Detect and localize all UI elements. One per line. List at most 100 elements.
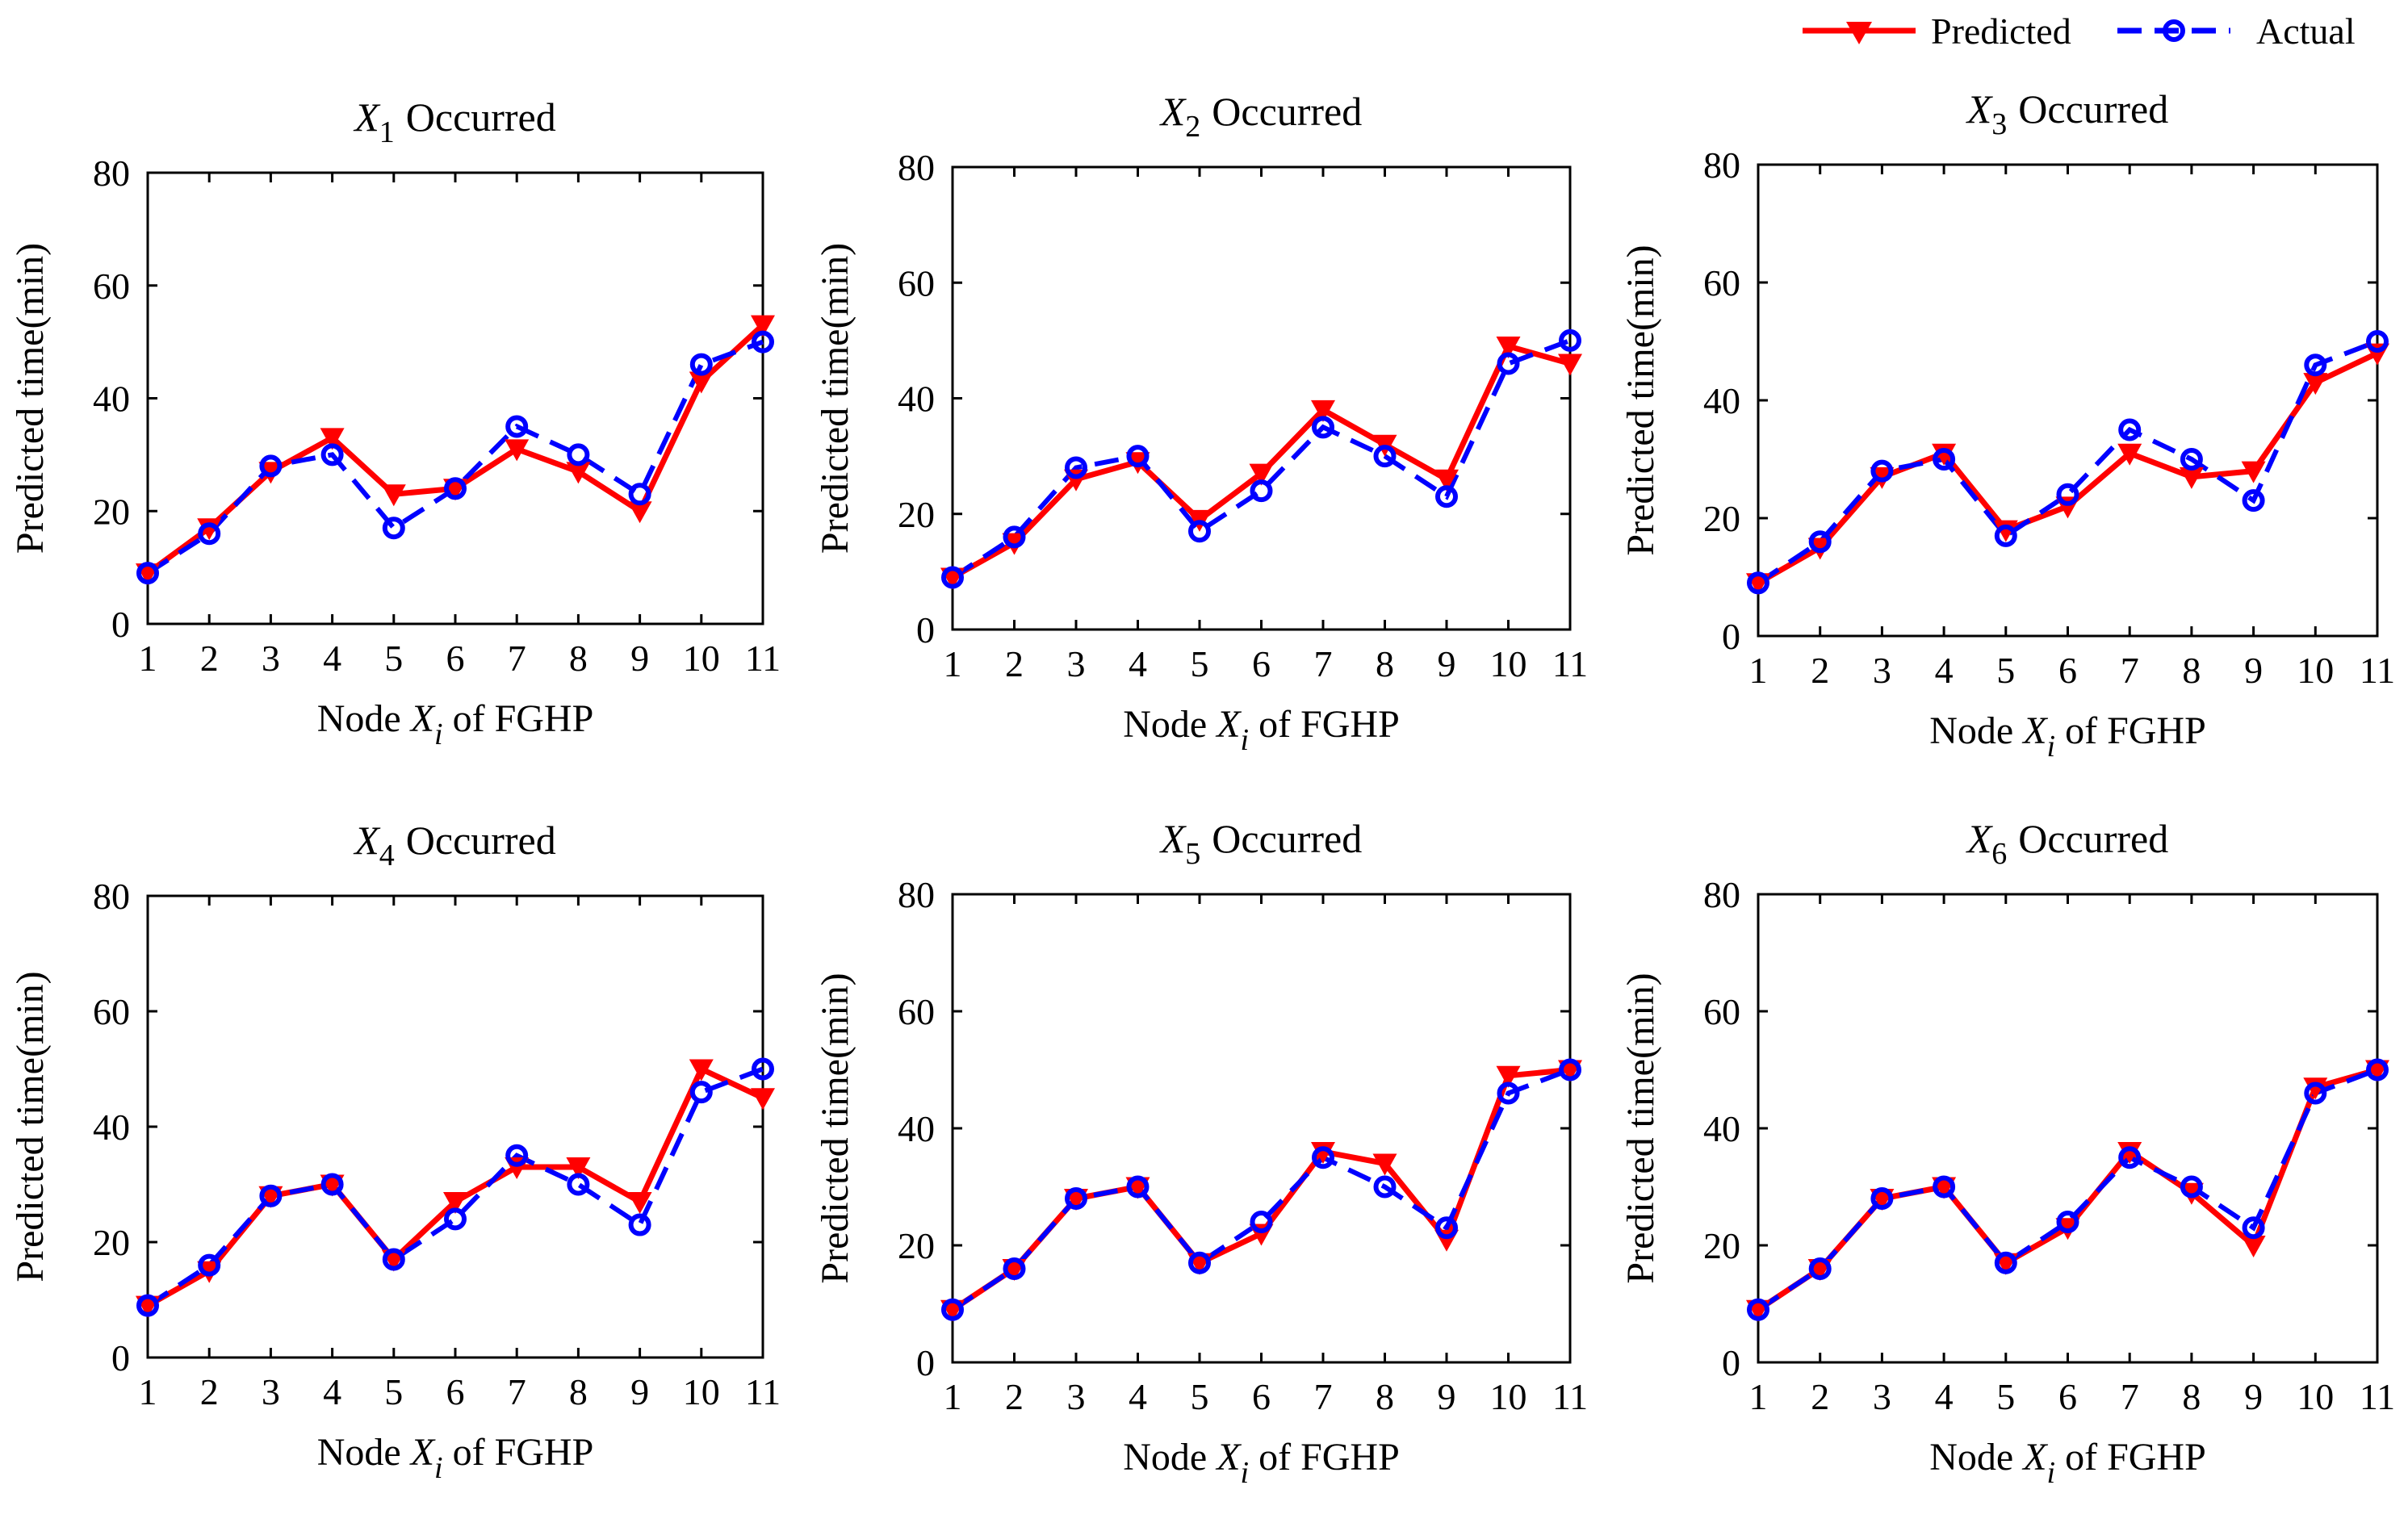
x-axis-label: Node Xi of FGHP: [1123, 1436, 1400, 1490]
x-tick-label: 8: [569, 1371, 588, 1412]
plot-frame: [146, 171, 764, 625]
title-symbol: X: [1159, 816, 1187, 861]
x-tick-label: 7: [508, 1371, 526, 1412]
actual-point: [1870, 459, 1894, 483]
series-line-actual: [1757, 339, 2379, 585]
x-tick-label: 1: [1749, 1376, 1768, 1417]
actual-point: [505, 1144, 529, 1167]
actual-point: [505, 415, 529, 438]
y-tick-label: 80: [1703, 144, 1740, 186]
actual-point: [1065, 1187, 1087, 1210]
y-tick-label: 80: [93, 876, 130, 917]
x-tick-label: 4: [1129, 643, 1147, 684]
x-tick-label: 7: [508, 638, 526, 679]
x-axis-label: Node Xi of FGHP: [1929, 709, 2206, 764]
title-subscript: 4: [379, 839, 395, 872]
actual-point: [444, 1207, 467, 1231]
predicted-point: [1932, 443, 1957, 466]
subplot-title: X3 Occurred: [1966, 86, 2169, 141]
x-tick-label: 4: [323, 1371, 341, 1412]
series-line-predicted: [1757, 350, 2379, 586]
y-tick-label: 40: [93, 1107, 130, 1148]
actual-point: [444, 477, 467, 500]
y-tick-label: 60: [1703, 991, 1740, 1032]
xlabel-prefix: Node: [317, 697, 411, 740]
y-axis-label: Predicted time(min): [814, 243, 856, 554]
title-suffix: Occurred: [2018, 816, 2168, 861]
x-tick-label: 8: [569, 638, 588, 679]
x-tick-label: 5: [1996, 650, 2015, 691]
plot-frame: [1757, 893, 2379, 1364]
y-tick-label: 20: [898, 494, 935, 535]
x-tick-label: 2: [1811, 1376, 1829, 1417]
actual-point: [1747, 571, 1769, 595]
subplot-title: X5 Occurred: [1159, 816, 1363, 871]
actual-point: [1126, 445, 1150, 468]
x-tick-label: 3: [262, 638, 280, 679]
xlabel-symbol: X: [1215, 1436, 1242, 1479]
actual-point: [689, 1081, 713, 1104]
actual-point: [1435, 485, 1458, 508]
predicted-point: [566, 1157, 591, 1180]
legend-predicted-label: Predicted: [1931, 10, 2071, 52]
actual-point: [2118, 1146, 2142, 1169]
x-tick-label: 11: [2360, 650, 2395, 691]
y-tick-label: 60: [93, 991, 130, 1032]
title-symbol: X: [1966, 816, 1994, 861]
actual-point: [382, 517, 405, 540]
predicted-point: [1558, 354, 1582, 376]
actual-point: [1994, 1251, 2017, 1274]
actual-point: [941, 1298, 964, 1321]
predicted-point: [381, 484, 406, 507]
x-tick-label: 5: [384, 1371, 403, 1412]
y-axis-label: Predicted time(min): [814, 973, 856, 1283]
x-tick-label: 8: [1376, 643, 1394, 684]
x-axis-label: Node Xi of FGHP: [317, 1431, 594, 1485]
title-suffix: Occurred: [1212, 816, 1362, 861]
legend: Predicted Actual: [1803, 10, 2356, 52]
predicted-point: [1496, 1065, 1521, 1088]
x-tick-label: 10: [1490, 1376, 1527, 1417]
actual-point: [1373, 1175, 1397, 1199]
x-tick-label: 9: [630, 638, 649, 679]
x-tick-label: 5: [384, 638, 403, 679]
y-tick-label: 60: [898, 262, 935, 303]
actual-point: [1559, 1058, 1581, 1081]
actual-point: [2366, 1058, 2389, 1081]
predicted-point: [1496, 337, 1521, 359]
x-axis-label: Node Xi of FGHP: [1123, 703, 1400, 757]
xlabel-subscript: i: [1241, 1456, 1250, 1490]
xlabel-subscript: i: [1241, 723, 1250, 757]
xlabel-suffix: of FGHP: [1249, 703, 1400, 746]
plot-frame: [146, 894, 764, 1359]
actual-point: [1126, 1175, 1150, 1199]
plot-frame: [951, 893, 1572, 1364]
x-tick-label: 9: [1438, 1376, 1456, 1417]
actual-point: [1747, 1298, 1769, 1321]
actual-point: [1559, 328, 1581, 352]
x-tick-label: 5: [1191, 643, 1209, 684]
predicted-point: [505, 439, 530, 462]
x-tick-label: 6: [2058, 1376, 2077, 1417]
x-tick-label: 3: [262, 1371, 280, 1412]
actual-point: [1188, 520, 1211, 543]
predicted-point: [2241, 1236, 2266, 1257]
x-tick-label: 10: [683, 1371, 720, 1412]
x-tick-label: 1: [944, 1376, 962, 1417]
predicted-point: [1434, 469, 1459, 492]
series-line-predicted: [951, 343, 1571, 580]
xlabel-prefix: Node: [1123, 703, 1217, 746]
xlabel-subscript: i: [434, 717, 443, 751]
predicted-point: [2179, 466, 2204, 489]
xlabel-subscript: i: [2047, 1456, 2056, 1490]
actual-point: [320, 1173, 344, 1196]
actual-point: [628, 1213, 651, 1236]
predicted-point: [197, 518, 222, 541]
plot-frame: [951, 165, 1572, 631]
title-subscript: 3: [1991, 107, 2007, 141]
